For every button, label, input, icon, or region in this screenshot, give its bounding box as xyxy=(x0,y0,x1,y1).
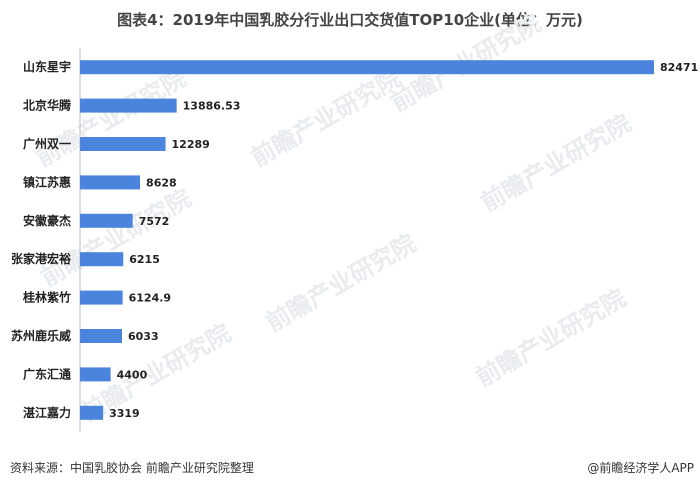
bar xyxy=(80,405,104,420)
bar xyxy=(80,252,124,267)
watermark-text: 前瞻产业研究院 xyxy=(476,109,635,217)
value-label: 13886.53 xyxy=(183,100,241,113)
bars-layer: 山东星宇 82471 北京华腾 13886.53 广州双一 12289 镇江苏惠 8628 安徽… xyxy=(11,59,698,420)
bar xyxy=(80,60,654,75)
chart-title: 图表4：2019年中国乳胶分行业出口交货值TOP10企业(单位：万元) xyxy=(117,11,583,29)
bar xyxy=(80,98,177,113)
value-label: 6124.9 xyxy=(129,292,171,305)
watermark-text: 前瞻产业研究院 xyxy=(261,229,420,337)
category-label: 安徽豪杰 xyxy=(23,213,71,228)
category-label: 北京华腾 xyxy=(23,98,72,113)
value-label: 8628 xyxy=(146,176,177,189)
value-label: 7572 xyxy=(139,215,170,228)
brand-credit: @前瞻经济学人APP xyxy=(587,461,694,475)
category-label: 苏州鹿乐威 xyxy=(11,328,71,343)
bar xyxy=(80,329,122,343)
category-label: 山东星宇 xyxy=(23,59,71,74)
value-label: 6215 xyxy=(129,253,160,266)
bar xyxy=(80,137,166,151)
watermark-text: 前瞻产业研究院 xyxy=(246,64,405,172)
category-label: 张家港宏裕 xyxy=(11,251,71,266)
value-label: 3319 xyxy=(109,407,140,420)
bar xyxy=(80,213,133,228)
category-label: 广东汇通 xyxy=(23,366,71,381)
category-label: 广州双一 xyxy=(23,136,71,151)
watermark-text: 前瞻产业研究院 xyxy=(36,184,195,292)
category-label: 镇江苏惠 xyxy=(23,174,71,189)
source-note: 资料来源：中国乳胶协会 前瞻产业研究院整理 xyxy=(10,461,254,475)
watermark-text: 前瞻产业研究院 xyxy=(31,64,190,172)
category-label: 湛江嘉力 xyxy=(23,405,71,420)
watermark-text: 前瞻产业研究院 xyxy=(471,284,630,392)
value-label: 6033 xyxy=(128,330,159,343)
bar xyxy=(80,175,141,190)
bar xyxy=(80,290,123,305)
value-label: 12289 xyxy=(172,138,210,151)
category-label: 桂林紫竹 xyxy=(22,290,71,305)
value-label: 4400 xyxy=(117,368,148,381)
value-label: 82471 xyxy=(660,61,698,74)
bar xyxy=(80,367,111,382)
